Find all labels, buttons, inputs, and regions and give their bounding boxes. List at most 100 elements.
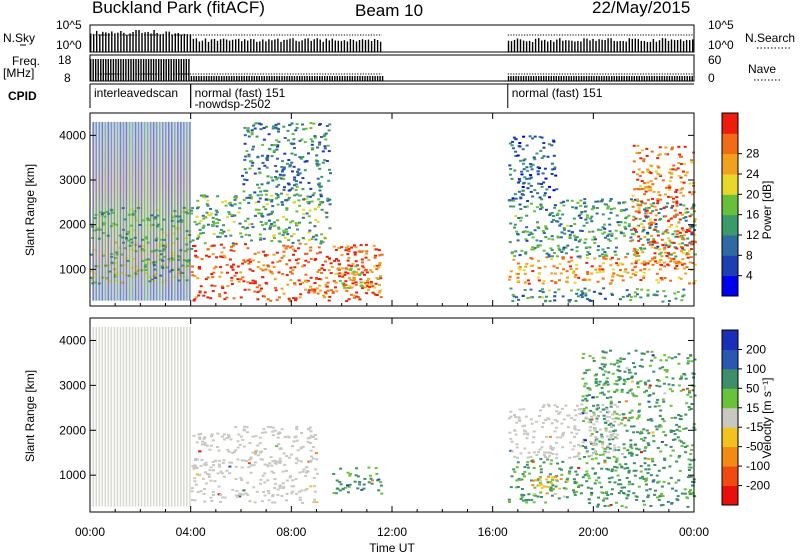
power-cell	[268, 269, 272, 272]
velocity-cell	[369, 474, 372, 477]
velocity-cell	[510, 475, 514, 478]
power-cell	[286, 283, 290, 286]
power-cell	[640, 288, 644, 291]
power-cell	[305, 212, 309, 215]
power-cell	[171, 121, 173, 301]
power-cell	[510, 199, 514, 202]
velocity-cell	[661, 366, 665, 369]
power-cell	[225, 296, 229, 299]
nsky-bar	[90, 33, 92, 52]
power-cell	[631, 272, 635, 275]
velocity-cell	[628, 411, 632, 414]
power-cell	[608, 230, 612, 233]
velocity-cell	[601, 453, 605, 456]
power-cell	[681, 170, 685, 173]
velocity-cell	[632, 492, 636, 495]
power-cell	[513, 169, 517, 172]
power-cell	[529, 288, 533, 291]
power-cell	[646, 181, 650, 184]
velocity-cell	[292, 440, 296, 443]
power-cell	[680, 246, 684, 249]
power-cell	[250, 164, 254, 167]
power-cell	[276, 157, 279, 160]
power-cell	[602, 287, 606, 290]
velocity-cell	[618, 377, 622, 380]
power-cell	[379, 277, 383, 280]
power-cell	[140, 121, 143, 301]
velocity-cell	[177, 326, 179, 507]
power-cell	[269, 270, 273, 273]
freq-bar	[107, 59, 109, 81]
nsky-bar	[298, 41, 300, 52]
velocity-cell	[585, 450, 589, 453]
power-cell	[210, 273, 214, 275]
power-cell	[324, 132, 328, 135]
velocity-cell	[605, 492, 608, 494]
velocity-cell	[562, 418, 566, 421]
power-cell	[153, 268, 157, 271]
velocity-cell	[524, 415, 528, 418]
power-cell	[545, 208, 548, 211]
velocity-cell	[609, 504, 613, 506]
power-cell	[260, 212, 264, 215]
power-cell	[270, 144, 274, 147]
power-cell	[190, 209, 194, 212]
velocity-cell	[647, 468, 651, 471]
power-cell	[532, 248, 536, 251]
velocity-cell	[599, 411, 603, 413]
velocity-cell	[635, 454, 639, 457]
power-cell	[344, 249, 348, 252]
power-cell	[645, 209, 649, 212]
velocity-cell	[263, 463, 267, 466]
nsky-bar	[141, 32, 143, 52]
power-cell	[280, 177, 284, 180]
power-cell	[517, 267, 521, 270]
nsky-bar	[541, 40, 543, 52]
power-cell	[526, 187, 530, 190]
nsky-bar	[265, 41, 267, 52]
power-cell	[320, 136, 323, 138]
velocity-cell	[254, 461, 257, 464]
velocity-cell	[581, 476, 585, 479]
power-cell	[317, 269, 321, 272]
power-cell	[667, 218, 671, 221]
power-cell	[303, 169, 307, 172]
velocity-cell	[122, 326, 125, 507]
nsky-bar	[162, 33, 164, 52]
freq-bar	[241, 76, 243, 81]
velocity-cell	[309, 430, 313, 433]
power-cell	[514, 197, 518, 200]
power-cell	[334, 286, 337, 289]
power-cell	[319, 200, 323, 203]
power-cell	[211, 290, 215, 293]
freq-bar	[538, 76, 540, 81]
freq-bar	[568, 76, 570, 81]
power-cell	[670, 206, 674, 209]
power-cell	[658, 146, 662, 149]
velocity-cell	[343, 486, 347, 489]
nsky-bar	[553, 41, 555, 52]
power-cell	[239, 271, 243, 274]
power-cell	[274, 144, 278, 146]
velocity-cell	[628, 371, 631, 374]
velocity-cell	[555, 441, 558, 444]
figure-title: Buckland Park (fitACF)	[92, 0, 265, 17]
velocity-cell	[284, 469, 288, 472]
power-cell	[265, 203, 269, 206]
velocity-cell	[228, 461, 232, 464]
power-cell	[276, 194, 280, 196]
velocity-cell	[195, 466, 199, 469]
nsky-bar	[210, 39, 213, 52]
velocity-cell	[243, 429, 247, 432]
velocity-cell	[553, 475, 557, 478]
power-cell	[102, 211, 106, 214]
power-cell	[609, 211, 613, 214]
nsky-bar	[661, 38, 664, 52]
power-cell	[526, 279, 530, 282]
velocity-cell	[611, 424, 615, 427]
velocity-cell	[588, 502, 592, 505]
power-cell	[636, 252, 640, 255]
freq-bar	[349, 76, 351, 81]
velocity-cell	[592, 423, 596, 426]
power-cell	[690, 224, 694, 227]
